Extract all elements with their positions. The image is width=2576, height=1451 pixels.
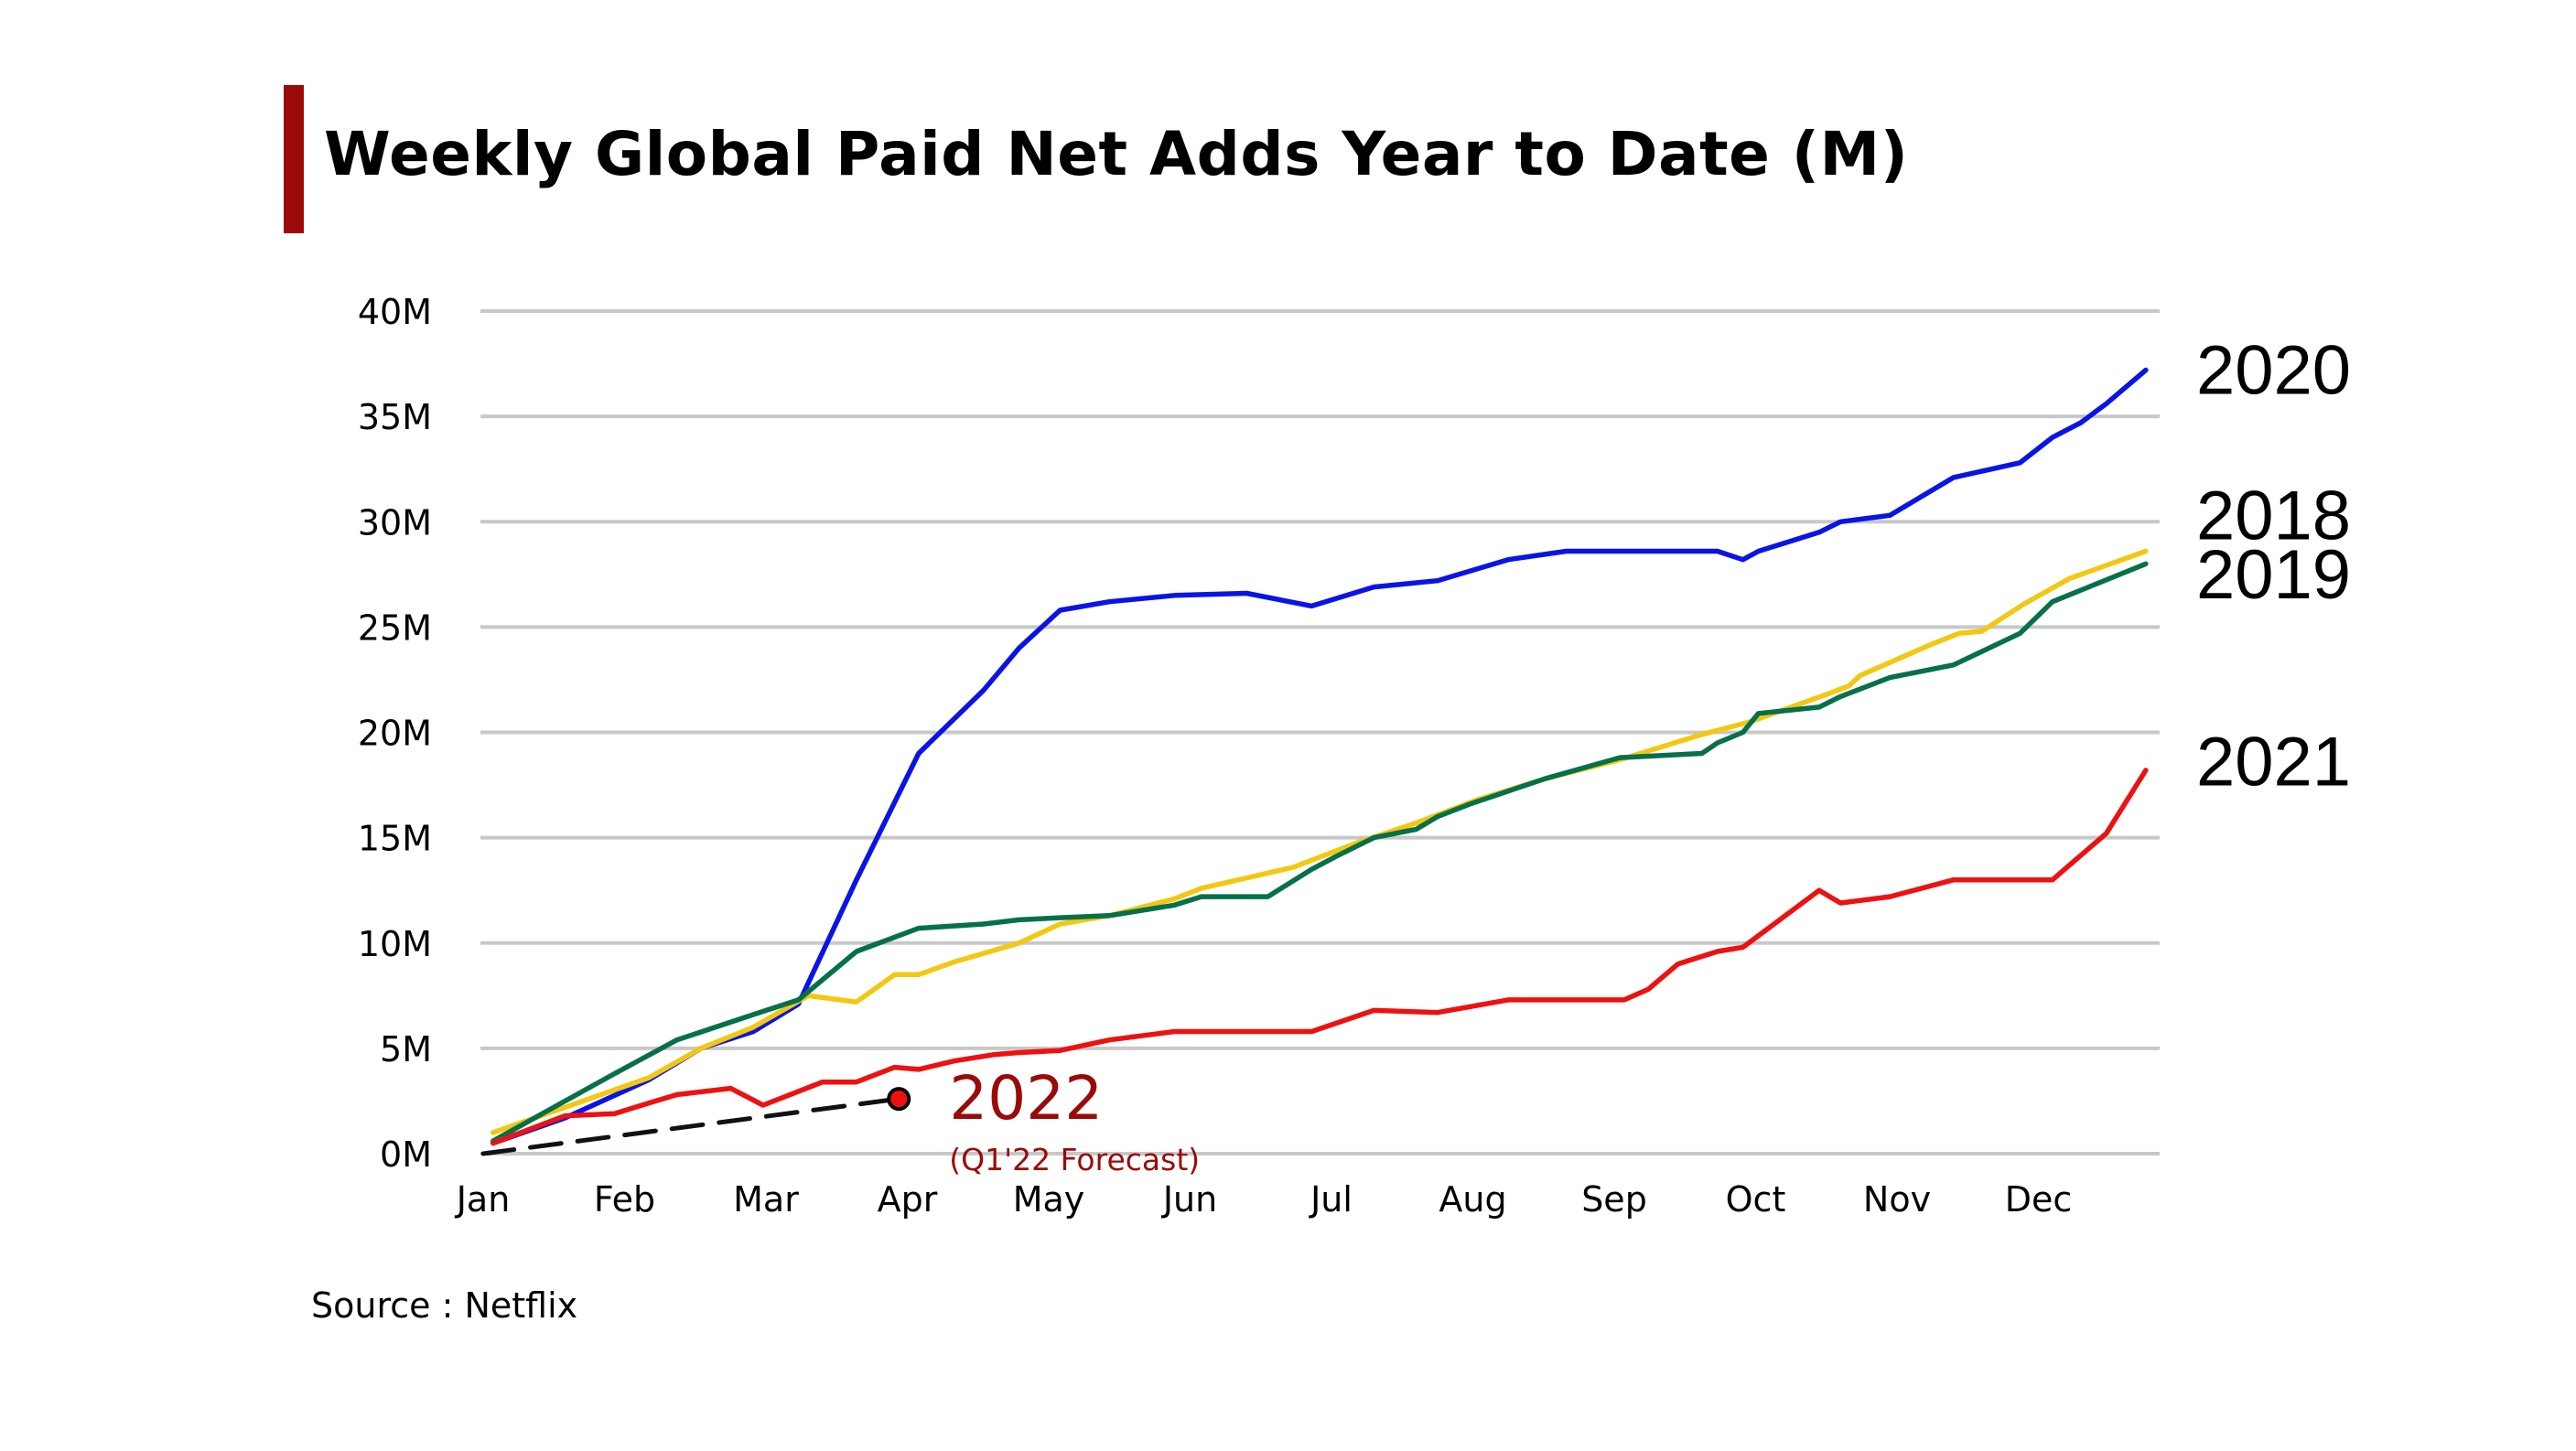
x-tick-label: May xyxy=(1013,1179,1085,1220)
series-line-2022 xyxy=(480,1096,901,1156)
chart-title: Weekly Global Paid Net Adds Year to Date… xyxy=(324,119,1909,189)
forecast-annotation: 2022 (Q1'22 Forecast) xyxy=(887,1063,1200,1177)
x-tick-label: Oct xyxy=(1726,1179,1786,1220)
x-tick-label: Sep xyxy=(1581,1179,1647,1220)
series-label-2019: 2019 xyxy=(2196,536,2351,614)
x-tick-label: Jan xyxy=(455,1179,511,1220)
source-note: Source : Netflix xyxy=(311,1285,578,1326)
x-tick-label: Jul xyxy=(1309,1179,1353,1220)
series-lines xyxy=(480,367,2149,1156)
series-line-2018 xyxy=(490,548,2149,1135)
y-tick-label: 10M xyxy=(358,924,432,964)
y-axis-ticks: 0M 5M 10M 15M 20M 25M 30M 35M 40M xyxy=(358,292,432,1175)
grid-lines xyxy=(480,309,2160,1155)
x-axis-ticks: Jan Feb Mar Apr May Jun Jul Aug Sep Oct Nov Dec xyxy=(455,1179,2073,1220)
series-label-2018: 2018 xyxy=(2196,477,2351,554)
x-tick-label: Dec xyxy=(2005,1179,2073,1220)
forecast-label: 2022 xyxy=(949,1063,1103,1134)
y-tick-label: 0M xyxy=(380,1134,432,1175)
series-line-2020 xyxy=(490,367,2149,1146)
y-tick-label: 40M xyxy=(358,292,432,332)
x-tick-label: Aug xyxy=(1439,1179,1506,1220)
forecast-sublabel: (Q1'22 Forecast) xyxy=(949,1142,1200,1177)
series-line-2019 xyxy=(490,561,2149,1144)
y-tick-label: 25M xyxy=(358,607,432,648)
title-accent-bar xyxy=(284,85,304,233)
y-tick-label: 5M xyxy=(380,1029,432,1069)
series-line-2021 xyxy=(490,768,2149,1146)
y-tick-label: 15M xyxy=(358,819,432,859)
x-tick-label: Apr xyxy=(878,1179,938,1220)
y-tick-label: 20M xyxy=(358,714,432,754)
x-tick-label: Nov xyxy=(1863,1179,1931,1220)
x-tick-label: Feb xyxy=(594,1179,655,1220)
series-label-2021: 2021 xyxy=(2196,724,2351,801)
y-tick-label: 35M xyxy=(358,397,432,437)
x-tick-label: Jun xyxy=(1161,1179,1217,1220)
forecast-point xyxy=(887,1087,911,1112)
x-tick-label: Mar xyxy=(733,1179,799,1220)
series-label-2020: 2020 xyxy=(2196,331,2351,409)
y-tick-label: 30M xyxy=(358,502,432,543)
